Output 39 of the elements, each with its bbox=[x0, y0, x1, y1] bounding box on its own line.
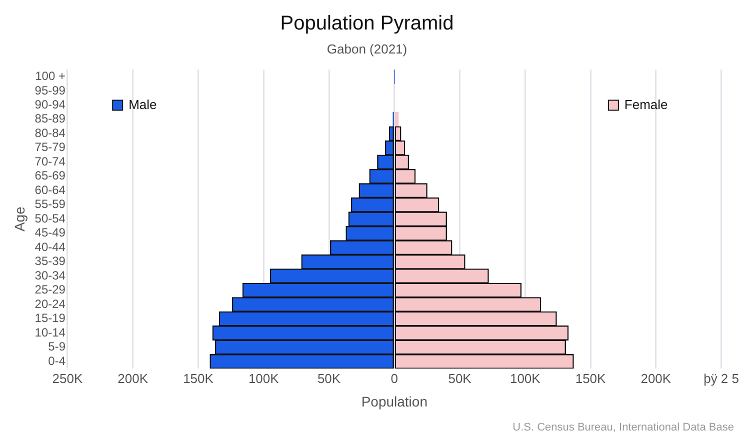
y-tick-label: 5-9 bbox=[48, 340, 66, 354]
y-tick-label: 15-19 bbox=[34, 311, 66, 326]
x-tick-label: 150K bbox=[183, 370, 214, 386]
y-tick-label: 55-59 bbox=[34, 197, 66, 212]
chart-subtitle: Gabon (2021) bbox=[326, 41, 408, 56]
y-tick-label: 45-49 bbox=[34, 226, 66, 240]
y-tick-label: 70-74 bbox=[34, 154, 66, 168]
text: U.S. Census Bureau, International Data Base bbox=[512, 422, 734, 434]
x-axis-title: Population bbox=[361, 393, 428, 410]
y-tick-label: 80-84 bbox=[34, 126, 66, 140]
y-tick-label: 50-54 bbox=[34, 211, 66, 226]
y-tick-label: 20-24 bbox=[34, 296, 66, 311]
legend-label: Female bbox=[624, 96, 668, 112]
x-tick-label: 100K bbox=[248, 370, 280, 386]
y-tick-label: 10-14 bbox=[34, 325, 66, 340]
y-tick-label: 100 + bbox=[35, 69, 66, 84]
y-axis-title: Age bbox=[11, 206, 28, 232]
x-tick-label: 100K bbox=[510, 370, 541, 386]
y-tick-label: 0-4 bbox=[48, 354, 66, 368]
y-tick-label: 65-69 bbox=[34, 168, 66, 183]
chart-title: Population Pyramid bbox=[280, 12, 454, 35]
y-tick-label: 30-34 bbox=[34, 268, 66, 282]
x-tick-label: 200K bbox=[118, 370, 148, 386]
x-tick-label: 50K bbox=[317, 370, 341, 386]
y-tick-label: 85-89 bbox=[34, 112, 66, 126]
x-tick-label: 50K bbox=[448, 370, 472, 386]
y-tick-label: 95-99 bbox=[34, 83, 66, 98]
y-tick-label: 60-64 bbox=[34, 182, 66, 197]
x-tick-label: 0 bbox=[390, 370, 398, 386]
y-tick-label: 75-79 bbox=[34, 140, 66, 154]
y-tick-label: 90-94 bbox=[34, 98, 66, 112]
y-tick-label: 40-44 bbox=[34, 240, 66, 254]
y-tick-label: 25-29 bbox=[34, 282, 66, 297]
x-tick-label: 200K bbox=[640, 370, 672, 386]
y-tick-label: 35-39 bbox=[34, 254, 66, 268]
x-tick-label: þÿ 2 5 bbox=[704, 370, 740, 386]
legend-label: Male bbox=[128, 96, 157, 112]
x-tick-label: 250K bbox=[52, 370, 83, 386]
x-tick-label: 150K bbox=[575, 370, 606, 386]
